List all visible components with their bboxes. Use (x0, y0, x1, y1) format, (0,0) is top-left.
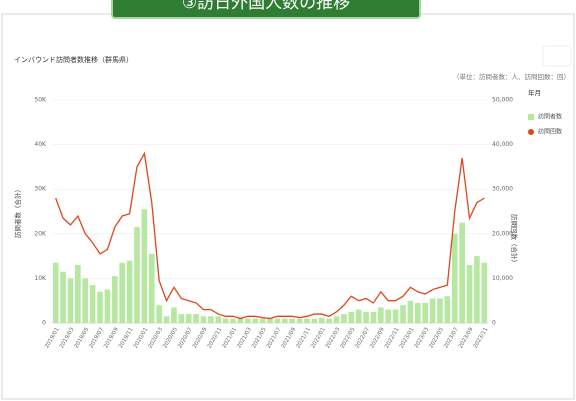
legend-label: 訪問回数 (538, 128, 562, 136)
bar (67, 278, 74, 323)
line (55, 151, 485, 320)
bar (171, 307, 177, 323)
bar (333, 316, 340, 323)
bar (274, 318, 281, 323)
y-tick-label: 50K (34, 97, 47, 104)
bar (481, 262, 488, 323)
bar (119, 262, 126, 323)
y-tick-label: 20K (34, 230, 47, 237)
bar (60, 271, 66, 323)
button[interactable] (542, 45, 572, 67)
bar (474, 256, 480, 323)
bar (318, 317, 325, 323)
y2-tick-label: 30,000 (492, 186, 513, 193)
banner: ③訪日外国人数の推移 (182, 0, 350, 13)
bar (208, 316, 214, 323)
panel (1, 13, 575, 400)
bar (267, 318, 273, 323)
bar (178, 314, 185, 323)
bar (437, 298, 443, 323)
bar (163, 316, 170, 323)
bar (281, 318, 288, 323)
legend-label: 訪問者数 (538, 113, 562, 121)
legend-swatch (528, 114, 534, 120)
bar (82, 278, 89, 323)
bar (185, 314, 192, 323)
y-tick-label: 40K (34, 141, 47, 148)
bar (444, 296, 451, 323)
legend-title: 年月 (528, 88, 541, 97)
y2-axis-label: 訪問回数（合計） (510, 214, 519, 266)
bar (89, 285, 96, 323)
bar (355, 309, 362, 323)
unit-note: （単位：訪問者数：人、訪問回数：回） (453, 72, 570, 81)
y2-tick-label: 50,000 (492, 97, 513, 104)
banner-box (111, 0, 421, 19)
y2-tick-label: 10,000 (492, 275, 513, 282)
bar (75, 265, 81, 323)
bar (466, 265, 473, 323)
y-tick-label: 30K (34, 186, 47, 193)
y2-tick-label: 20,000 (492, 230, 513, 237)
bar (237, 318, 244, 323)
bar (52, 262, 59, 323)
bar (252, 318, 259, 323)
bar (407, 300, 414, 323)
bar (392, 309, 399, 323)
bar (429, 298, 436, 323)
y-axis-label: 訪問者数（合計） (13, 186, 22, 238)
bar (341, 314, 347, 323)
bar (134, 227, 140, 323)
bar (400, 305, 406, 323)
bar (200, 316, 207, 323)
bar (326, 318, 332, 323)
bar (363, 311, 369, 323)
bar (259, 318, 266, 323)
bar (141, 209, 148, 323)
bar (148, 253, 155, 323)
y-tick-label: 0 (42, 320, 46, 327)
bar (230, 318, 236, 323)
bar (112, 276, 118, 323)
bar (304, 318, 310, 323)
bar (289, 318, 295, 323)
bar (126, 260, 133, 323)
bar (451, 233, 458, 323)
chart-title: インバウンド訪問者数推移（群馬県） (14, 55, 133, 64)
y2-tick-label: 40,000 (492, 141, 513, 148)
bar (348, 311, 355, 323)
bar (215, 316, 222, 323)
bar (104, 289, 111, 323)
bar (370, 311, 377, 323)
bar (422, 302, 428, 323)
y-tick-label: 10K (34, 275, 47, 282)
bar (97, 291, 103, 323)
bar (385, 309, 392, 323)
bar (245, 318, 251, 323)
bar (459, 222, 465, 323)
bar (156, 305, 162, 323)
legend-swatch (528, 129, 534, 135)
bar (378, 307, 384, 323)
y2-tick-label: 0 (492, 320, 496, 327)
bar (222, 318, 229, 323)
bar (193, 314, 199, 323)
bar (296, 318, 303, 323)
bar (311, 318, 318, 323)
bar (414, 302, 421, 323)
